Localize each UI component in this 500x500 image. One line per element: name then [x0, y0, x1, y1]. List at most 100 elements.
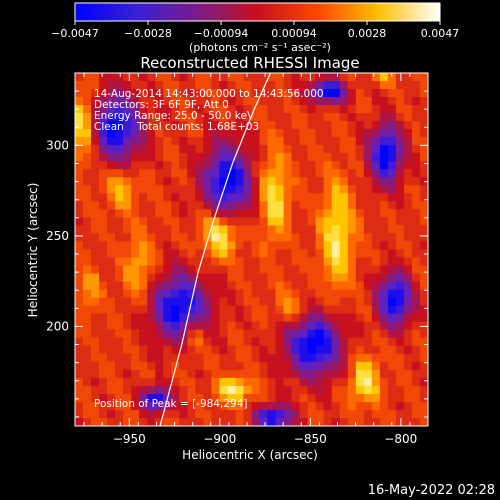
heatmap-cell — [195, 225, 204, 235]
heatmap-cell — [419, 113, 428, 122]
heatmap-cell — [155, 233, 164, 243]
heatmap-cell — [227, 345, 237, 355]
heatmap-cell — [115, 281, 124, 291]
heatmap-cell — [259, 233, 269, 243]
heatmap-cell — [323, 329, 333, 339]
heatmap-cell — [227, 265, 237, 275]
heatmap-cell — [275, 305, 285, 315]
heatmap-cell — [259, 81, 269, 90]
heatmap-cell — [291, 113, 301, 122]
heatmap-cell — [347, 329, 357, 339]
heatmap-cell — [403, 393, 413, 403]
heatmap-cell — [107, 321, 116, 331]
heatmap-cell — [243, 305, 253, 315]
heatmap-cell — [339, 161, 349, 170]
heatmap-cell — [323, 289, 333, 299]
heatmap-cell — [355, 185, 365, 194]
heatmap-cell — [267, 177, 277, 186]
heatmap-cell — [379, 137, 389, 146]
heatmap-cell — [91, 305, 100, 315]
heatmap-cell — [259, 121, 269, 130]
heatmap-cell — [235, 249, 245, 259]
heatmap-cell — [227, 249, 237, 259]
heatmap-cell — [83, 169, 92, 178]
heatmap-cell — [171, 97, 180, 106]
heatmap-cell — [123, 233, 132, 243]
heatmap-cell — [307, 249, 317, 259]
heatmap-cell — [355, 377, 365, 387]
heatmap-cell — [411, 321, 421, 331]
heatmap-cell — [219, 233, 229, 243]
heatmap-cell — [203, 241, 212, 251]
heatmap-cell — [411, 153, 421, 162]
heatmap-cell — [107, 169, 116, 178]
heatmap-cell — [83, 345, 92, 355]
heatmap-cell — [347, 409, 357, 419]
heatmap-cell — [115, 137, 124, 146]
heatmap-cell — [379, 337, 389, 347]
heatmap-cell — [267, 345, 277, 355]
heatmap-cell — [315, 393, 325, 403]
heatmap-cell — [195, 305, 204, 315]
heatmap-cell — [123, 361, 132, 371]
heatmap-cell — [283, 249, 293, 259]
heatmap-cell — [147, 217, 156, 227]
heatmap-cell — [267, 273, 277, 283]
heatmap-cell — [363, 361, 373, 371]
heatmap-cell — [179, 377, 188, 387]
heatmap-cell — [387, 321, 397, 331]
heatmap-cell — [83, 193, 92, 202]
heatmap-cell — [331, 385, 341, 395]
heatmap-cell — [283, 81, 293, 90]
heatmap-cell — [211, 97, 221, 106]
heatmap-cell — [331, 321, 341, 331]
heatmap-cell — [99, 97, 108, 106]
heatmap-cell — [107, 89, 116, 98]
heatmap-cell — [107, 273, 116, 283]
heatmap-cell — [275, 297, 285, 307]
heatmap-cell — [211, 385, 221, 395]
heatmap-cell — [387, 377, 397, 387]
heatmap-cell — [115, 193, 124, 202]
heatmap-cell — [339, 353, 349, 363]
heatmap-cell — [339, 209, 349, 219]
peak-position-label: Position of Peak = [-984,294] — [94, 398, 248, 410]
heatmap-cell — [235, 89, 245, 98]
heatmap-cell — [115, 385, 124, 395]
heatmap-cell — [339, 241, 349, 251]
heatmap-cell — [219, 169, 229, 178]
heatmap-cell — [275, 353, 285, 363]
heatmap-cell — [131, 201, 140, 210]
y-axis-label: Heliocentric Y (arcsec) — [26, 183, 40, 318]
heatmap-cell — [251, 161, 261, 170]
heatmap-cell — [91, 145, 100, 154]
heatmap-cell — [203, 121, 212, 130]
heatmap-cell — [83, 417, 92, 426]
plot-frame — [74, 72, 429, 427]
heatmap-cell — [355, 113, 365, 122]
heatmap-cell — [291, 345, 301, 355]
annotation-detectors: Detectors: 3F 6F 9F, Att 0 — [94, 99, 229, 111]
heatmap-cell — [211, 137, 221, 146]
heatmap-cell — [211, 201, 221, 210]
heatmap-cell — [163, 345, 172, 355]
heatmap-cell — [323, 185, 333, 194]
heatmap-cell — [195, 401, 204, 411]
heatmap-cell — [91, 137, 100, 146]
heatmap-cell — [227, 409, 237, 419]
x-tick-label: −800 — [384, 432, 417, 446]
heatmap-cell — [363, 265, 373, 275]
heatmap-cell — [331, 113, 341, 122]
heatmap-cell — [107, 409, 116, 419]
heatmap-cell — [283, 177, 293, 186]
heatmap-cell — [339, 249, 349, 259]
heatmap-cell — [75, 409, 84, 419]
heatmap-cell — [115, 257, 124, 267]
heatmap-cell — [187, 89, 196, 98]
heatmap-cell — [371, 73, 381, 82]
heatmap-cell — [347, 169, 357, 178]
heatmap-cell — [331, 265, 341, 275]
heatmap-cell — [251, 337, 261, 347]
heatmap-cell — [371, 281, 381, 291]
heatmap-cell — [91, 361, 100, 371]
